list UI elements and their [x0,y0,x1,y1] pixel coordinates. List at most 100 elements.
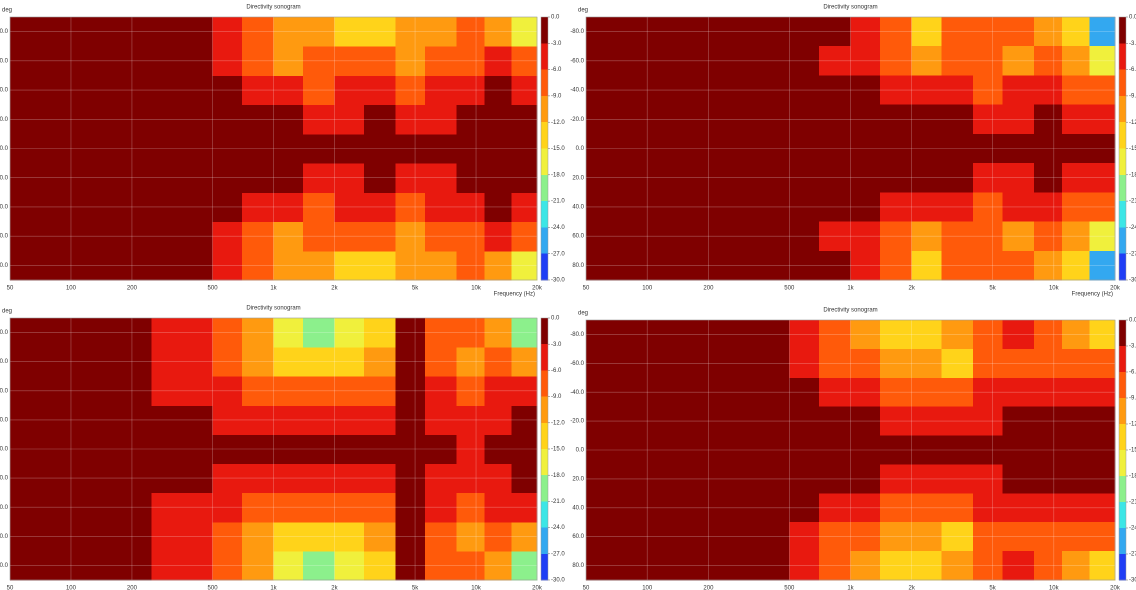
heatmap-cell [789,522,820,552]
heatmap-cell [456,163,485,193]
heatmap-cell [303,405,335,435]
heatmap-cell [303,434,335,465]
heatmap-cell [1089,320,1116,350]
heatmap-cell [586,250,729,281]
heatmap-cell [789,163,820,193]
x-axis-label: Frequency (Hz) [494,292,535,298]
heatmap-cell [586,435,729,465]
heatmap-cell [972,522,1004,552]
heatmap-cell [972,221,1004,252]
heatmap-cell [1089,522,1116,552]
heatmap-cell [1002,250,1035,281]
heatmap-cell [911,221,942,252]
y-tick-label: -60.0 [570,361,584,367]
heatmap-cell [911,163,942,193]
heatmap-cell [1034,250,1063,281]
x-tick-label: 20k [1110,586,1121,590]
colorbar-band [541,501,548,529]
y-tick-label: -20.0 [570,419,584,425]
heatmap-cell [1089,163,1116,193]
heatmap-cell [212,46,243,76]
heatmap-cell [10,221,153,252]
plot-border [9,16,538,281]
heatmap-cell [586,377,729,408]
heatmap-cell [212,75,243,106]
heatmap-cell [911,250,942,281]
colorbar-band [1119,372,1126,399]
heatmap-cell [151,376,214,406]
colorbar-tick-label: -27.0 [551,251,565,257]
colorbar-tick-label: -27.0 [1129,251,1136,257]
heatmap-cell [10,318,153,348]
heatmap-cell [425,17,457,47]
heatmap-cell [819,464,851,494]
heatmap-cell [880,522,913,552]
heatmap-cell [10,463,153,494]
heatmap-cell [151,192,214,223]
heatmap-cell [511,250,538,281]
heatmap-cell [484,46,513,76]
colorbar-band [541,122,548,149]
heatmap-cell [303,133,335,164]
heatmap-cell [850,406,881,437]
heatmap-cell [456,250,485,281]
heatmap-cell [303,250,335,281]
heatmap-cell [334,104,365,135]
heatmap-cell [789,192,820,223]
heatmap-cell [819,221,851,252]
colorbar-tick-label: -18.0 [1129,172,1136,178]
x-tick-label: 10k [471,286,482,292]
heatmap-cell [273,46,304,76]
heatmap-cell [425,163,457,193]
heatmap-cell [1062,221,1091,252]
heatmap-cell [334,133,365,164]
plot-border [585,319,1116,581]
colorbar-tick-label: -6.0 [551,67,562,73]
heatmap-cell [273,318,304,348]
heatmap-cell [789,133,820,164]
colorbar-tick-label: 0.0 [1129,15,1136,21]
heatmap-cell [364,405,396,435]
y-tick-label: -60.0 [570,58,584,64]
heatmap-cell [972,551,1004,581]
heatmap-cell [425,104,457,135]
heatmap-cell [456,463,485,494]
heatmap-cell [789,320,820,350]
colorbar-band [541,449,548,476]
colorbar-band [1119,320,1126,347]
heatmap-cell [484,104,513,135]
heatmap-cell [1089,75,1116,106]
y-tick-label: 0.0 [0,146,9,152]
heatmap-cell [1062,133,1091,164]
heatmap-cell [212,192,243,223]
heatmap-cell [941,348,974,379]
heatmap-cell [789,104,820,135]
heatmap-cell [880,133,913,164]
colorbar-band [541,95,548,123]
heatmap-cell [789,464,820,494]
y-tick-label: 20.0 [0,117,9,123]
heatmap-cell [1002,46,1035,76]
heatmap-cell [972,320,1004,350]
heatmap-cell [911,551,942,581]
colorbar-band [541,227,548,255]
y-tick-label: 60.0 [572,234,584,240]
heatmap-cell [303,46,335,76]
heatmap-cell [1089,192,1116,223]
heatmap-cell [395,163,426,193]
heatmap-cell [212,133,243,164]
heatmap-cell [395,463,426,494]
heatmap-cell [456,405,485,435]
heatmap-cell [456,318,485,348]
heatmap-cell [850,250,881,281]
heatmap-cell [151,405,214,435]
y-tick-label: 0.0 [576,146,585,152]
heatmap-cell [1062,522,1091,552]
heatmap-cell [1034,464,1063,494]
heatmap-cell [425,463,457,494]
heatmap-cell [1002,406,1035,437]
heatmap-cell [334,163,365,193]
heatmap-cell [425,318,457,348]
heatmap-cell [789,435,820,465]
heatmap-cell [586,17,729,47]
